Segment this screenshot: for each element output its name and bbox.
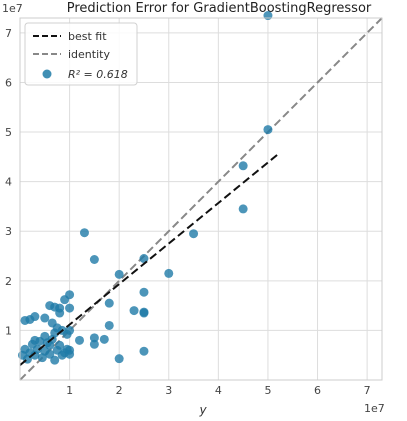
data-point [104, 298, 114, 308]
y-tick-label: 5 [5, 126, 12, 139]
x-tick-labels: 1 2 3 4 5 6 7 [66, 384, 371, 397]
scatter-points [17, 11, 273, 365]
identity-line-group [19, 17, 383, 381]
legend-box [24, 22, 138, 86]
data-point [114, 269, 124, 279]
data-point [189, 229, 199, 239]
legend: best fit identity R² = 0.618 [24, 22, 138, 86]
y-tick-label: 7 [5, 27, 12, 40]
data-point [30, 312, 40, 322]
x-multiplier-label: 1e7 [364, 402, 385, 415]
data-point [55, 340, 65, 350]
x-tick-label: 3 [165, 384, 172, 397]
data-point [89, 333, 99, 343]
data-point [263, 125, 273, 135]
y-tick-label: 1 [5, 324, 12, 337]
data-point [139, 346, 149, 356]
identity-line [19, 17, 383, 381]
data-point [89, 254, 99, 264]
data-point [65, 345, 75, 355]
x-axis-label: y [198, 403, 207, 417]
data-point [164, 268, 174, 278]
data-point [238, 161, 248, 171]
y-tick-label: 4 [5, 176, 12, 189]
data-point [99, 334, 109, 344]
data-point [65, 303, 75, 313]
x-tick-label: 2 [116, 384, 123, 397]
legend-identity-label: identity [68, 48, 110, 61]
legend-r2-label: R² = 0.618 [68, 68, 128, 81]
y-tick-label: 2 [5, 275, 12, 288]
y-multiplier-label: 1e7 [2, 2, 23, 15]
x-tick-label: 5 [264, 384, 271, 397]
data-point [79, 228, 89, 238]
data-point [45, 349, 55, 359]
data-point [139, 287, 149, 297]
legend-points-swatch [42, 69, 52, 79]
data-point [65, 290, 75, 300]
data-point [40, 313, 50, 323]
y-tick-label: 3 [5, 225, 12, 238]
x-tick-label: 1 [66, 384, 73, 397]
data-point [129, 306, 139, 316]
x-tick-label: 6 [314, 384, 321, 397]
legend-best-fit-label: best fit [68, 30, 107, 43]
plot-frame [19, 17, 383, 381]
data-point [40, 331, 50, 341]
data-point [75, 335, 85, 345]
x-tick-label: 7 [364, 384, 371, 397]
data-point [89, 339, 99, 349]
data-point [114, 354, 124, 364]
best-fit-line [19, 153, 279, 366]
data-point [30, 335, 40, 345]
y-tick-labels: 1 2 3 4 5 6 7 [5, 27, 12, 338]
data-point [238, 204, 248, 214]
data-point [65, 325, 75, 335]
x-tick-label: 4 [215, 384, 222, 397]
chart-title: Prediction Error for GradientBoostingReg… [67, 1, 372, 16]
grid [20, 18, 382, 380]
y-tick-label: 6 [5, 76, 12, 89]
data-point [32, 344, 42, 354]
data-point [139, 308, 149, 318]
data-point [104, 320, 114, 330]
best-fit-line-group [19, 153, 279, 366]
data-point [50, 355, 60, 365]
data-point [55, 303, 65, 313]
data-point [45, 340, 55, 350]
data-point [263, 11, 273, 21]
